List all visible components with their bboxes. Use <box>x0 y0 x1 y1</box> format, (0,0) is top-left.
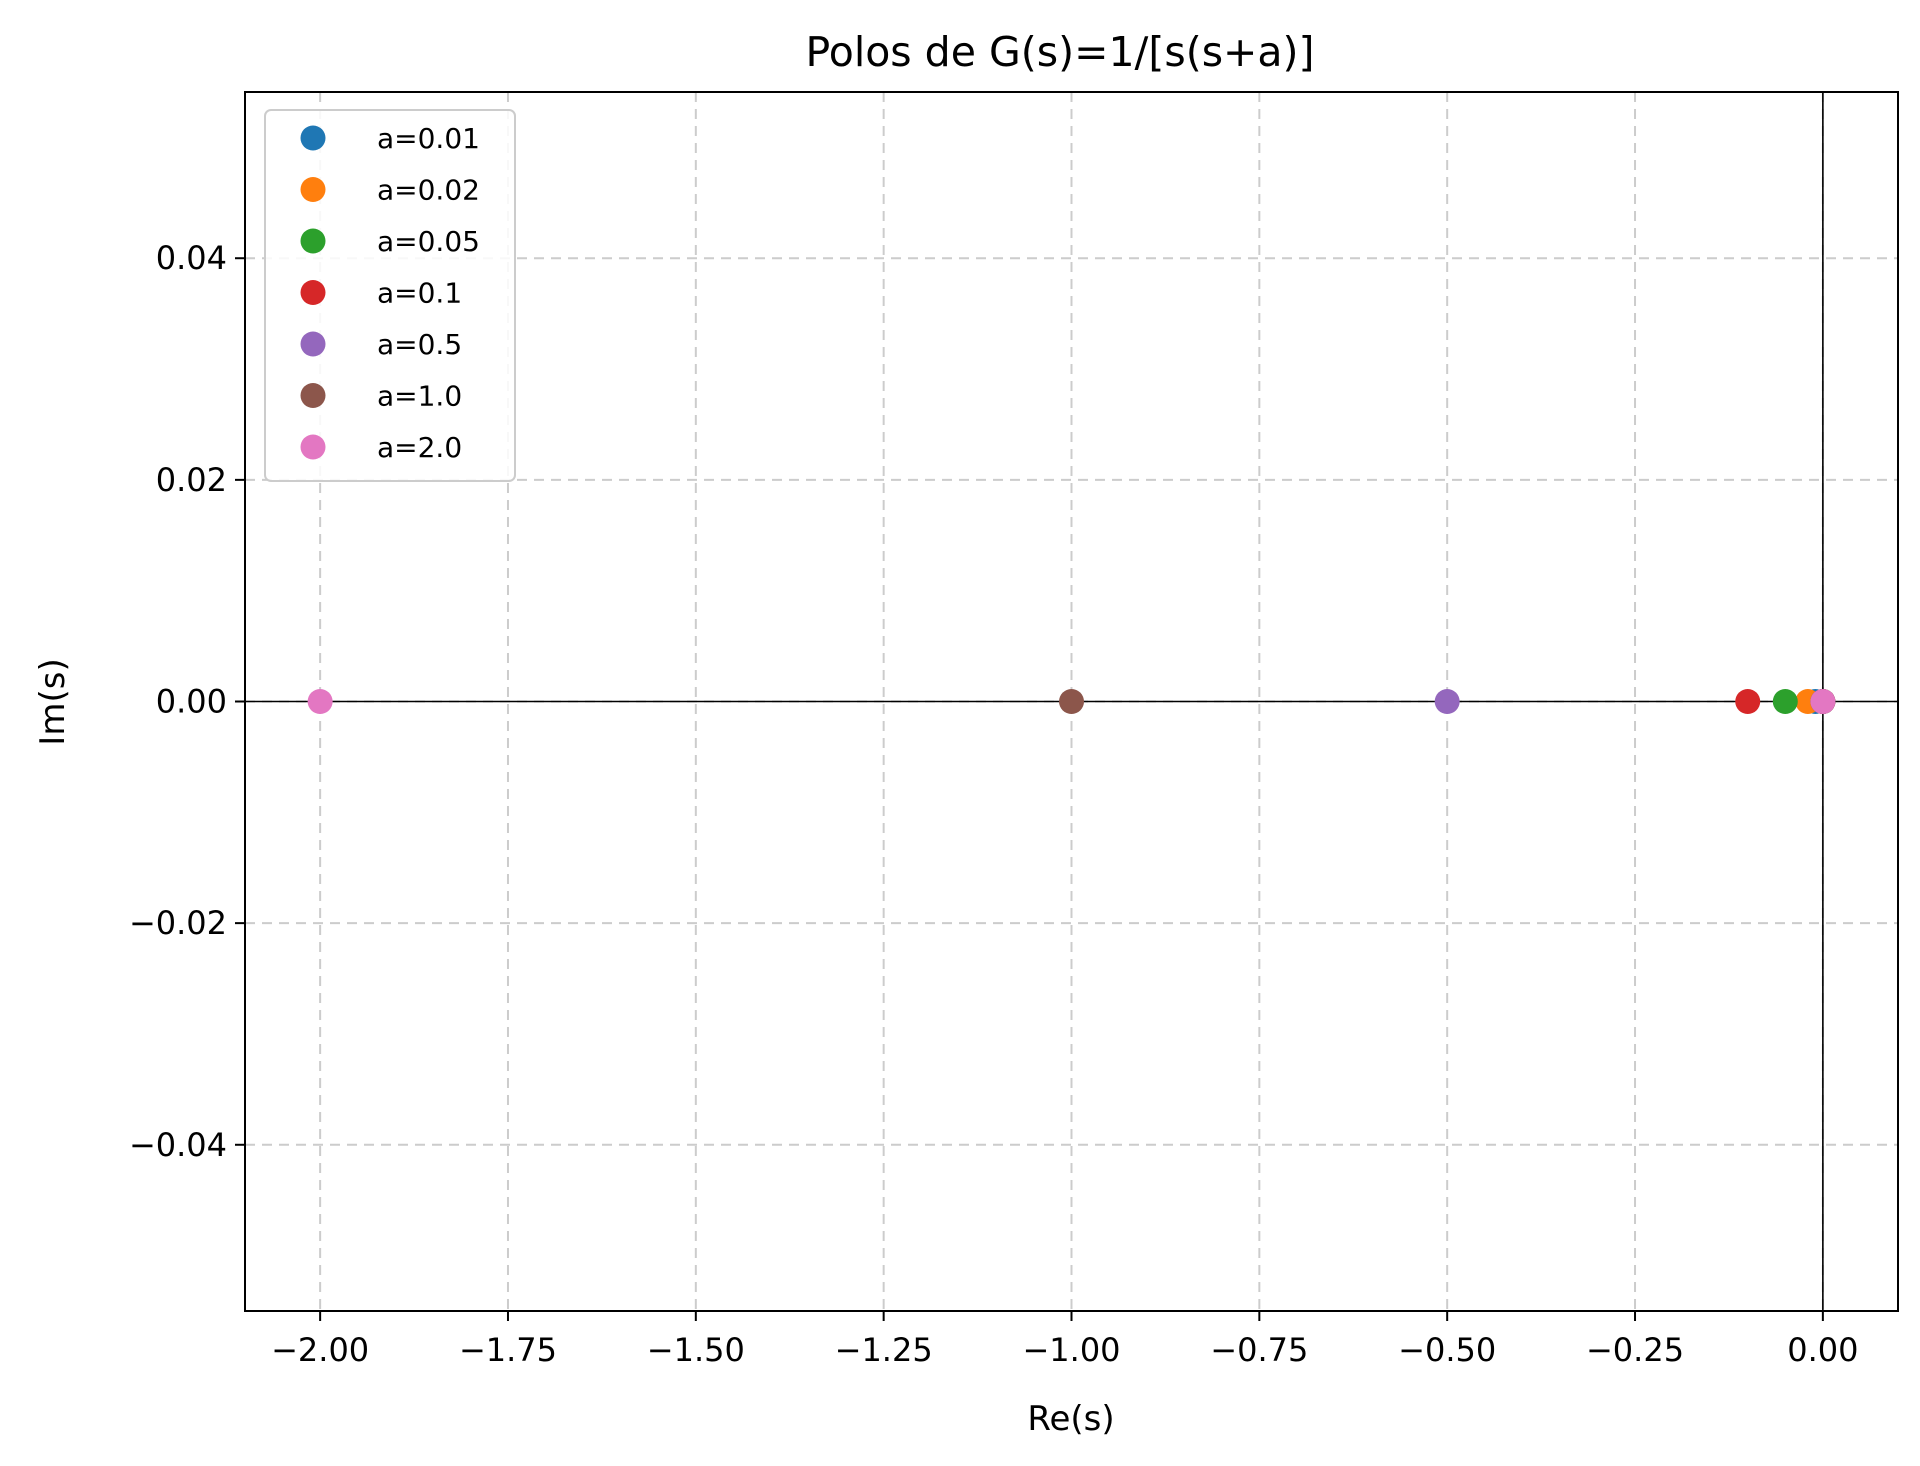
legend-label: a=0.05 <box>377 225 480 258</box>
legend-box <box>264 109 516 482</box>
x-tick-label: −2.00 <box>271 1331 369 1369</box>
data-point <box>1735 689 1761 714</box>
data-point <box>1810 689 1836 714</box>
y-tick-label: 0.04 <box>156 239 227 277</box>
data-point <box>1059 689 1084 714</box>
x-tick-label: −1.00 <box>1022 1331 1120 1369</box>
x-axis-label: Re(s) <box>1027 1399 1114 1439</box>
legend-label: a=0.5 <box>377 328 462 361</box>
legend-label: a=2.0 <box>377 431 462 464</box>
y-tick-label: 0.02 <box>156 461 227 499</box>
y-axis-ticks: 0.04 0.02 0.00 −0.02 −0.04 <box>129 239 245 1164</box>
legend-label: a=0.02 <box>377 174 480 207</box>
x-tick-label: −1.25 <box>835 1331 933 1369</box>
legend-marker <box>300 177 326 202</box>
x-tick-label: −0.25 <box>1586 1331 1684 1369</box>
chart-title: Polos de G(s)=1/[s(s+a)] <box>805 28 1314 76</box>
legend-marker <box>300 434 326 460</box>
x-tick-label: 0.00 <box>1787 1331 1858 1369</box>
x-tick-label: −1.50 <box>647 1331 745 1369</box>
data-point <box>1772 689 1798 714</box>
legend-marker <box>300 228 326 254</box>
data-point <box>307 689 333 714</box>
legend-marker <box>300 280 326 305</box>
legend-marker <box>300 125 326 151</box>
y-tick-label: −0.04 <box>129 1126 227 1164</box>
y-tick-label: −0.02 <box>129 904 227 942</box>
x-axis-ticks: −2.00 −1.75 −1.50 −1.25 −1.00 −0.75 −0.50 −0.25… <box>271 1311 1858 1369</box>
data-points <box>307 689 1836 714</box>
legend-marker <box>300 331 326 357</box>
x-tick-label: −1.75 <box>459 1331 557 1369</box>
legend-marker <box>300 383 326 408</box>
x-tick-label: −0.50 <box>1398 1331 1496 1369</box>
y-axis-label: Im(s) <box>33 658 73 745</box>
legend-label: a=0.01 <box>377 122 480 155</box>
legend-label: a=0.1 <box>377 277 462 310</box>
legend-label: a=1.0 <box>377 380 462 413</box>
x-tick-label: −0.75 <box>1210 1331 1308 1369</box>
y-tick-label: 0.00 <box>156 683 227 721</box>
data-point <box>1434 689 1460 714</box>
legend: a=0.01 a=0.02 a=0.05 a=0.1 a=0.5 a=1.0 a=2.0 <box>264 109 516 482</box>
